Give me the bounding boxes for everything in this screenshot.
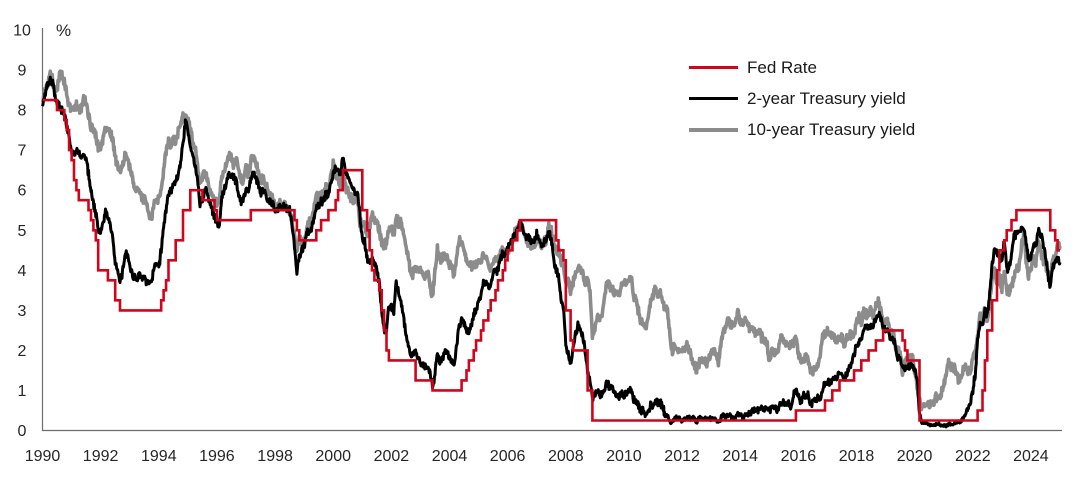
x-tick-label-1992: 1992	[83, 448, 119, 465]
ten-year-swatch	[689, 127, 738, 132]
two-year-swatch	[689, 97, 738, 100]
y-tick-label-7: 7	[18, 143, 27, 160]
x-tick-label-1994: 1994	[141, 448, 177, 465]
axes	[41, 28, 1062, 432]
legend-item-two-year: 2-year Treasury yield	[689, 88, 915, 109]
fed-rate-swatch	[689, 66, 738, 69]
two-year-legend-label: 2-year Treasury yield	[747, 88, 906, 108]
x-tick-label-2022: 2022	[955, 448, 991, 465]
x-tick-label-2016: 2016	[781, 448, 817, 465]
y-tick-label-2: 2	[18, 343, 27, 360]
x-tick-label-2024: 2024	[1013, 448, 1049, 465]
x-tick-label-2018: 2018	[839, 448, 875, 465]
y-tick-label-0: 0	[18, 423, 27, 440]
x-tick-label-2002: 2002	[374, 448, 410, 465]
two-year-yield-line	[41, 75, 1062, 429]
legend-item-fed-rate: Fed Rate	[689, 57, 915, 78]
fed-rate-legend-label: Fed Rate	[747, 57, 817, 77]
y-tick-label-10: 10	[13, 23, 31, 40]
y-tick-label-4: 4	[18, 263, 27, 280]
y-tick-label-1: 1	[18, 383, 27, 400]
x-tick-label-2008: 2008	[548, 448, 584, 465]
x-tick-label-2000: 2000	[315, 448, 351, 465]
y-axis-unit-label: %	[56, 21, 72, 40]
y-tick-label-3: 3	[18, 303, 27, 320]
x-tick-label-2020: 2020	[897, 448, 933, 465]
y-tick-label-9: 9	[18, 63, 27, 80]
x-tick-label-2010: 2010	[606, 448, 642, 465]
fed-rate-line	[42, 98, 1060, 422]
y-tick-label-6: 6	[18, 183, 27, 200]
x-tick-label-2006: 2006	[490, 448, 526, 465]
x-tick-label-1998: 1998	[257, 448, 293, 465]
y-tick-label-5: 5	[18, 223, 27, 240]
legend: Fed Rate 2-year Treasury yield 10-year T…	[689, 57, 915, 140]
x-tick-label-2012: 2012	[664, 448, 700, 465]
x-tick-label-2004: 2004	[432, 448, 468, 465]
ten-year-legend-label: 10-year Treasury yield	[747, 119, 916, 139]
legend-item-ten-year: 10-year Treasury yield	[689, 119, 915, 140]
x-tick-label-1996: 1996	[199, 448, 235, 465]
x-tick-label-1990: 1990	[25, 448, 61, 465]
x-tick-label-2014: 2014	[722, 448, 758, 465]
y-tick-label-8: 8	[18, 103, 27, 120]
